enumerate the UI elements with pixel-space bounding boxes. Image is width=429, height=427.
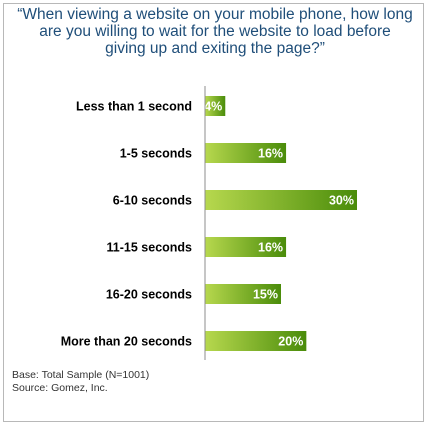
bar bbox=[205, 96, 226, 116]
category-label: 1-5 seconds bbox=[120, 147, 192, 161]
bar bbox=[205, 190, 357, 210]
data-label: 4% bbox=[204, 100, 222, 114]
category-label: More than 20 seconds bbox=[61, 335, 192, 349]
data-label: 16% bbox=[258, 147, 283, 161]
chart-frame bbox=[3, 3, 424, 422]
data-label: 16% bbox=[258, 241, 283, 255]
data-label: 20% bbox=[278, 335, 303, 349]
bar bbox=[205, 331, 307, 351]
category-label: Less than 1 second bbox=[76, 100, 192, 114]
category-label: 11-15 seconds bbox=[107, 241, 193, 255]
chart-title: “When viewing a website on your mobile p… bbox=[10, 6, 420, 57]
data-label: 15% bbox=[253, 288, 278, 302]
chart-footer: Base: Total Sample (N=1001) Source: Gome… bbox=[12, 369, 149, 394]
chart-title-line-1: “When viewing a website on your mobile p… bbox=[17, 6, 413, 23]
data-label: 30% bbox=[329, 194, 354, 208]
bar bbox=[205, 284, 281, 304]
category-label: 16-20 seconds bbox=[106, 288, 192, 302]
chart-title-line-3: giving up and exiting the page?” bbox=[105, 40, 325, 57]
category-label: 6-10 seconds bbox=[113, 194, 192, 208]
base-note: Base: Total Sample (N=1001) bbox=[12, 369, 150, 381]
chart-title-line-2: are you willing to wait for the website … bbox=[39, 23, 391, 40]
source-note: Source: Gomez, Inc. bbox=[12, 381, 108, 394]
bar bbox=[205, 143, 287, 163]
bar bbox=[205, 237, 287, 257]
